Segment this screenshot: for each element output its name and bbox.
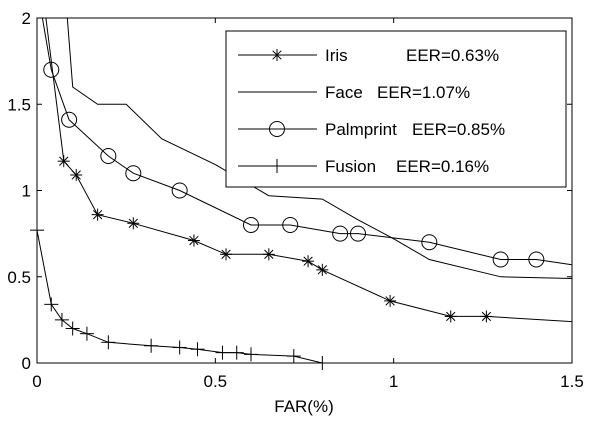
data-point-palmprint [332, 225, 349, 242]
series-line-palmprint [41, 18, 572, 266]
series-line-iris [45, 18, 572, 323]
legend-series-eer: EER=0.63% [406, 46, 499, 65]
data-point-palmprint [282, 217, 299, 233]
legend-series-name: Fusion [325, 157, 376, 176]
data-point-iris [302, 255, 315, 268]
data-point-iris [262, 248, 275, 261]
legend-series-name: Iris [325, 46, 348, 65]
data-point-fusion [54, 312, 69, 327]
legend-item-iris: Iris EER=0.63% [238, 46, 499, 65]
x-tick-label: 0 [32, 372, 41, 391]
legend-series-name: Face [325, 83, 363, 102]
data-point-iris [220, 248, 233, 261]
legend-item-fusion: Fusion EER=0.16% [238, 157, 489, 176]
data-point-palmprint [350, 225, 366, 242]
x-tick-label: 1.5 [560, 372, 584, 391]
y-tick-label: 0 [22, 354, 31, 373]
y-tick-label: 1 [22, 182, 31, 201]
data-point-iris [187, 234, 200, 247]
data-point-fusion [172, 340, 187, 355]
legend-item-palmprint: Palmprint EER=0.85% [238, 120, 505, 139]
data-point-iris [57, 155, 70, 168]
data-point-iris [91, 208, 104, 221]
legend-marker-palmprint [269, 121, 285, 137]
data-point-iris [316, 263, 329, 276]
legend-series-eer: EER=0.16% [396, 157, 489, 176]
data-point-iris [480, 310, 493, 323]
x-tick-label: 1 [389, 372, 398, 391]
series-line-face [66, 18, 572, 279]
data-point-iris [384, 294, 397, 307]
legend-series-eer: EER=1.07% [377, 83, 470, 102]
y-tick-label: 1.5 [7, 95, 31, 114]
data-point-palmprint [492, 251, 509, 268]
data-point-palmprint [243, 217, 259, 233]
x-axis-label: FAR(%) [274, 397, 334, 416]
y-tick-label: 2 [22, 9, 31, 28]
data-point-palmprint [43, 61, 60, 78]
legend-series-eer: EER=0.85% [412, 120, 505, 139]
legend-series-name: Palmprint [325, 120, 397, 139]
data-point-iris [444, 310, 457, 323]
data-point-fusion [44, 297, 59, 312]
data-point-palmprint [100, 148, 117, 164]
data-point-palmprint [61, 111, 78, 128]
data-point-fusion [215, 345, 230, 360]
legend-item-face: Face EER=1.07% [238, 83, 470, 102]
data-point-fusion [229, 345, 244, 360]
legend: Iris EER=0.63% Face EER=1.07% Palmprint EER=0… [225, 30, 567, 188]
data-point-fusion [79, 326, 94, 341]
legend-marker-iris [271, 49, 283, 61]
legend-items: Iris EER=0.63% Face EER=1.07% Palmprint EER=0… [238, 46, 505, 176]
data-point-fusion [144, 338, 159, 353]
data-point-fusion [101, 335, 116, 350]
data-point-fusion [244, 347, 258, 362]
legend-box [225, 30, 567, 188]
data-point-iris [70, 168, 83, 181]
data-point-iris [127, 217, 140, 230]
data-point-palmprint [421, 234, 438, 251]
data-point-palmprint [125, 165, 142, 182]
tick-layer: 0 0.5 1 1.5 0 0.5 1 1.5 2 [7, 9, 583, 391]
x-tick-label: 0.5 [204, 372, 228, 391]
legend-marker-fusion [270, 159, 284, 173]
data-point-fusion [286, 349, 301, 364]
y-tick-label: 0.5 [7, 268, 31, 287]
data-point-palmprint [528, 251, 545, 268]
data-point-palmprint [171, 182, 188, 199]
data-point-fusion [190, 342, 205, 357]
data-point-fusion [65, 321, 80, 336]
